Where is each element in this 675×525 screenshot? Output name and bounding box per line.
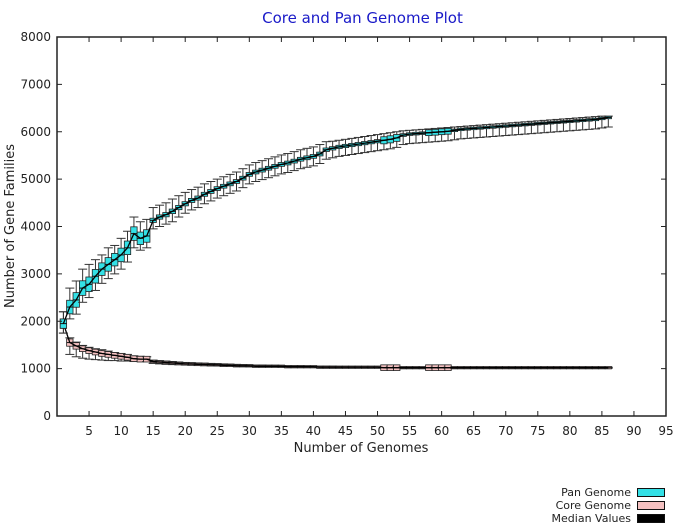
- y-tick-label: 4000: [20, 220, 51, 234]
- x-tick-label: 20: [178, 424, 193, 438]
- pan-genome-median-line: [62, 116, 609, 324]
- legend-label: Core Genome: [555, 499, 631, 512]
- plot-area: [58, 115, 613, 371]
- x-tick-label: 75: [530, 424, 545, 438]
- y-tick-label: 5000: [20, 172, 51, 186]
- legend-item-median-values: Median Values: [552, 512, 665, 525]
- x-tick-label: 30: [242, 424, 257, 438]
- x-tick-label: 35: [274, 424, 289, 438]
- y-tick-label: 0: [43, 409, 51, 423]
- x-tick-label: 65: [466, 424, 481, 438]
- x-tick-label: 90: [626, 424, 641, 438]
- x-tick-label: 45: [338, 424, 353, 438]
- x-tick-label: 80: [562, 424, 577, 438]
- y-tick-label: 1000: [20, 362, 51, 376]
- y-tick-label: 3000: [20, 267, 51, 281]
- x-tick-label: 5: [85, 424, 93, 438]
- y-axis-label: Number of Gene Families: [3, 144, 18, 308]
- x-tick-label: 60: [434, 424, 449, 438]
- chart-title: Core and Pan Genome Plot: [262, 9, 463, 27]
- x-tick-label: 85: [594, 424, 609, 438]
- core-genome-series: [58, 311, 613, 371]
- x-axis-label: Number of Genomes: [294, 441, 429, 456]
- y-tick-label: 2000: [20, 314, 51, 328]
- y-tick-label: 8000: [20, 30, 51, 44]
- pan-genome-series: [58, 115, 613, 334]
- pan-genome-swatch: [637, 488, 665, 497]
- y-tick-label: 7000: [20, 77, 51, 91]
- axes: 5 10 15 20 25 30 35 40 45 50 55 60 65 70 75 80 85 90 95 0 10…: [20, 30, 673, 438]
- x-tick-label: 95: [658, 424, 673, 438]
- x-tick-label: 10: [113, 424, 128, 438]
- x-tick-label: 25: [210, 424, 225, 438]
- x-tick-label: 40: [306, 424, 321, 438]
- x-tick-label: 55: [402, 424, 417, 438]
- x-tick-label: 50: [370, 424, 385, 438]
- y-tick-label: 6000: [20, 125, 51, 139]
- x-tick-label: 15: [146, 424, 161, 438]
- core-genome-swatch: [637, 501, 665, 510]
- legend-label: Pan Genome: [561, 486, 631, 499]
- core-genome-median-line: [62, 323, 609, 369]
- legend-item-pan-genome: Pan Genome: [552, 486, 665, 499]
- legend-item-core-genome: Core Genome: [552, 499, 665, 512]
- legend: Pan Genome Core Genome Median Values: [552, 486, 665, 525]
- x-tick-label: 70: [498, 424, 513, 438]
- legend-label: Median Values: [551, 512, 631, 525]
